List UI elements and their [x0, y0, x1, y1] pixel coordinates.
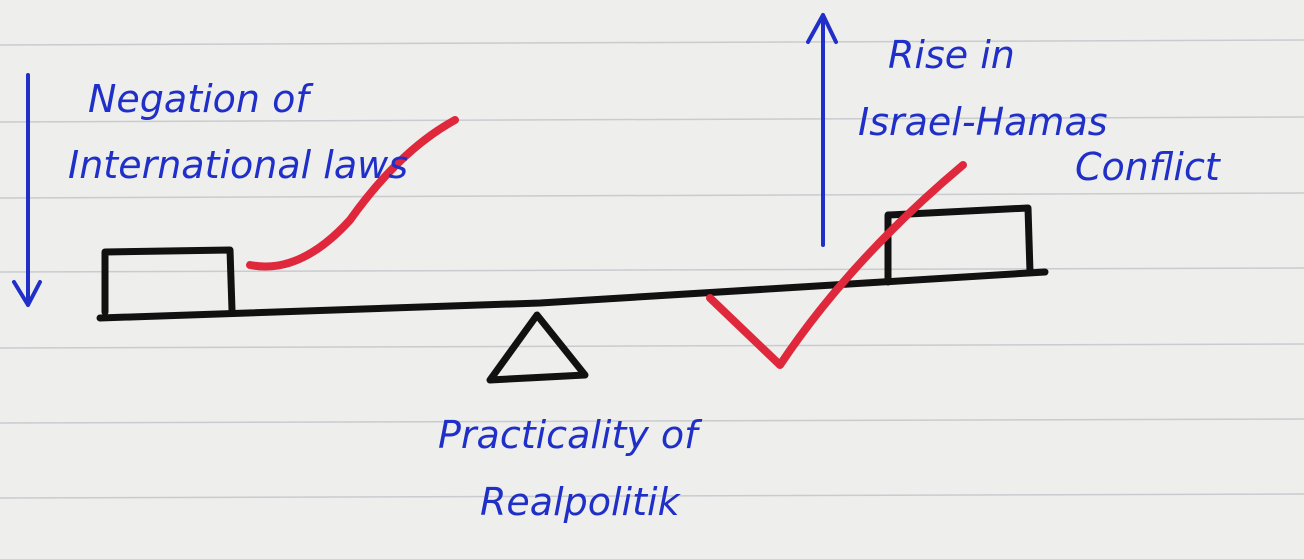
- rule: [0, 344, 1304, 348]
- page: Negation of International laws Rise in I…: [0, 0, 1304, 559]
- label-line: Practicality of: [438, 413, 703, 457]
- rule: [0, 268, 1304, 272]
- label-line: Rise in: [888, 33, 1015, 77]
- left-box: [105, 250, 232, 312]
- label-line: International laws: [68, 143, 408, 187]
- rule: [0, 40, 1304, 45]
- red-stroke: [250, 120, 455, 267]
- rule: [0, 193, 1304, 198]
- up-arrow: [808, 15, 836, 245]
- fulcrum: [490, 315, 585, 380]
- beam: [100, 272, 1045, 318]
- label-line: Realpolitik: [480, 480, 682, 524]
- diagram: Negation of International laws Rise in I…: [0, 0, 1304, 559]
- label-line: Israel-Hamas: [858, 100, 1108, 144]
- label-line: Conflict: [1075, 145, 1222, 189]
- label-line: Negation of: [88, 77, 314, 121]
- down-arrow: [14, 75, 40, 305]
